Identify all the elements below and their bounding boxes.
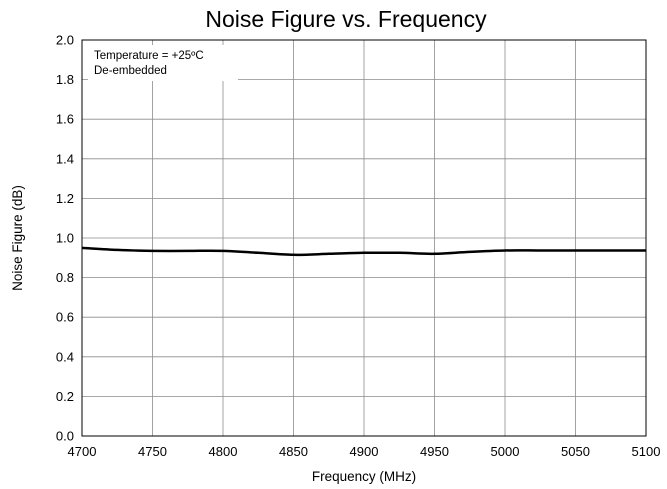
x-tick-label: 4700 xyxy=(68,444,97,459)
x-tick-label: 5000 xyxy=(491,444,520,459)
y-tick-label: 1.0 xyxy=(56,231,74,246)
y-tick-label: 1.4 xyxy=(56,151,74,166)
x-axis-label: Frequency (MHz) xyxy=(312,469,416,484)
annotation-temperature: Temperature = +25ºC xyxy=(94,50,204,62)
x-tick-label: 4750 xyxy=(138,444,167,459)
annotation-de-embedded: De-embedded xyxy=(94,65,167,77)
y-tick-label: 1.8 xyxy=(56,72,74,87)
x-tick-label: 4900 xyxy=(350,444,379,459)
y-tick-label: 0.2 xyxy=(56,389,74,404)
x-tick-label: 5100 xyxy=(632,444,661,459)
plot-area-border xyxy=(81,39,647,437)
y-tick-label: 2.0 xyxy=(56,33,74,48)
y-tick-label: 0.4 xyxy=(56,349,74,364)
x-tick-label: 4800 xyxy=(209,444,238,459)
y-axis-label: Noise Figure (dB) xyxy=(10,185,25,291)
gridlines xyxy=(82,40,646,436)
annotation-box xyxy=(88,45,238,81)
chart-title: Noise Figure vs. Frequency xyxy=(205,6,487,32)
noise-figure-line xyxy=(81,246,646,257)
x-axis-ticks: 4700 4750 4800 4850 4900 4950 5000 5050 5100 xyxy=(68,444,661,459)
y-axis-ticks: 0.0 0.2 0.4 0.6 0.8 1.0 1.2 1.4 1.6 1.8 2.0 xyxy=(56,33,74,444)
x-tick-label: 5050 xyxy=(561,444,590,459)
y-tick-label: 0.8 xyxy=(56,270,74,285)
y-tick-label: 1.6 xyxy=(56,112,74,127)
x-tick-label: 4950 xyxy=(420,444,449,459)
y-tick-label: 0.6 xyxy=(56,310,74,325)
x-tick-label: 4850 xyxy=(279,444,308,459)
y-tick-label: 0.0 xyxy=(56,429,74,444)
y-tick-label: 1.2 xyxy=(56,191,74,206)
